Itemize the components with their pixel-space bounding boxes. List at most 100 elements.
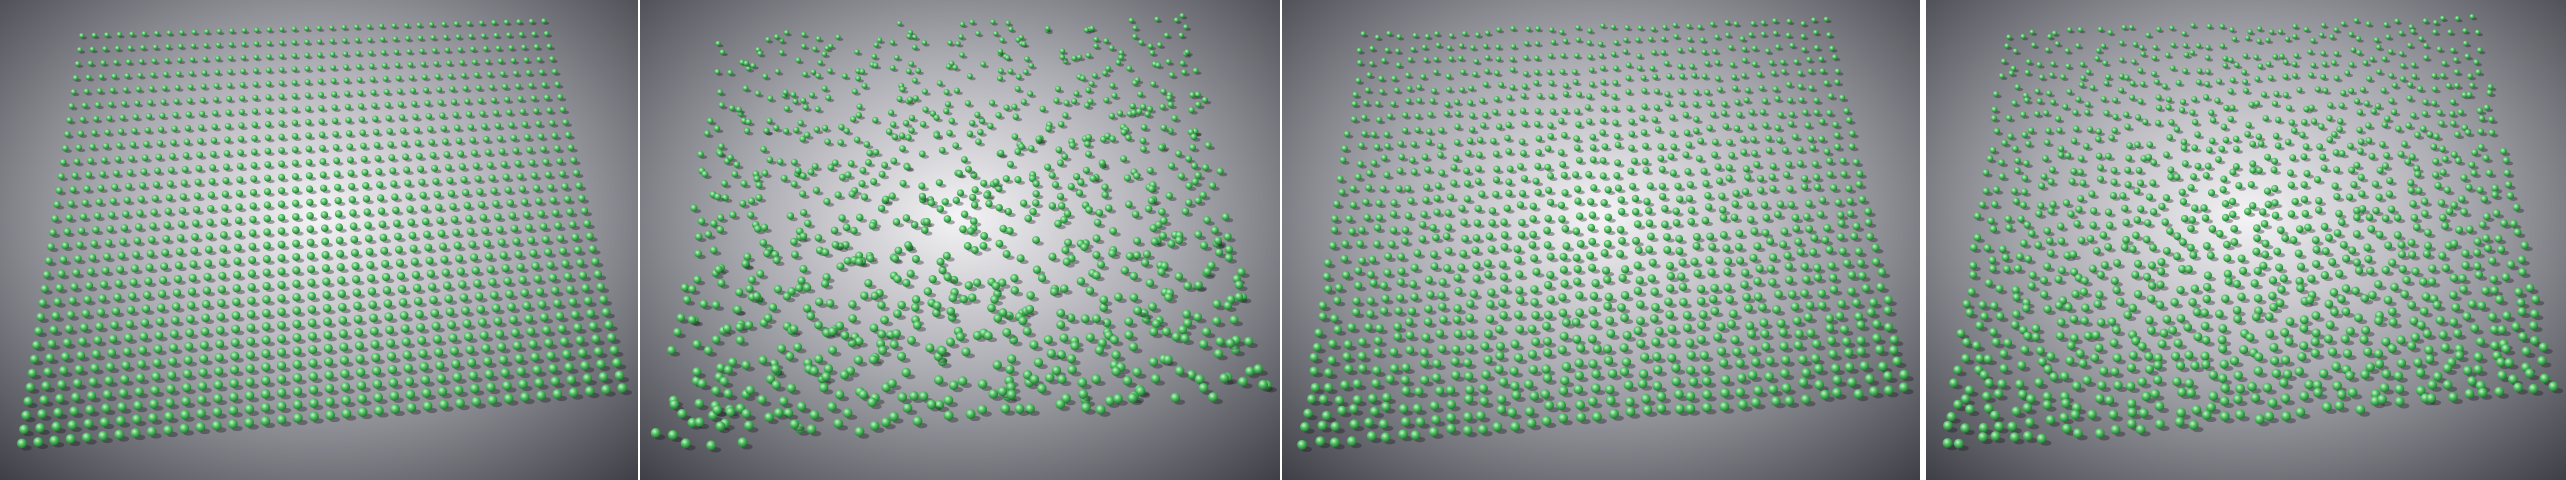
sphere: [985, 199, 993, 208]
sphere: [432, 334, 442, 344]
sphere: [1092, 271, 1101, 280]
sphere: [834, 191, 842, 199]
sphere: [1097, 338, 1107, 348]
sphere: [81, 199, 89, 207]
sphere: [848, 190, 856, 198]
sphere: [394, 62, 401, 68]
sphere: [47, 339, 57, 349]
sphere: [163, 221, 171, 229]
sphere: [278, 40, 285, 46]
sphere: [1600, 105, 1607, 112]
sphere: [482, 356, 493, 366]
sphere: [146, 249, 155, 258]
sphere: [172, 111, 179, 119]
sphere: [263, 228, 271, 236]
sphere: [418, 178, 426, 186]
sphere: [1562, 38, 1569, 44]
sphere: [381, 259, 390, 268]
sphere: [344, 103, 351, 110]
sphere: [1125, 200, 1133, 209]
sphere: [1743, 96, 1750, 104]
sphere: [486, 71, 493, 78]
sphere: [1243, 336, 1254, 347]
sphere: [980, 232, 989, 240]
sphere: [853, 136, 861, 144]
sphere: [1469, 44, 1476, 51]
sphere: [1520, 92, 1527, 99]
sphere: [447, 72, 454, 79]
sphere: [585, 232, 594, 241]
sphere: [496, 135, 504, 142]
sphere: [1165, 94, 1173, 102]
sphere: [1832, 121, 1839, 128]
sphere: [1484, 68, 1490, 75]
sphere: [194, 178, 202, 186]
sphere: [348, 182, 356, 191]
sphere: [1057, 120, 1065, 128]
sphere: [1132, 25, 1138, 31]
sphere: [716, 213, 725, 222]
sphere: [425, 256, 434, 265]
sphere: [247, 296, 256, 305]
sphere: [898, 132, 906, 139]
sphere: [1056, 320, 1066, 330]
sphere: [714, 193, 722, 201]
sphere: [1393, 87, 1400, 94]
sphere: [802, 304, 812, 313]
sphere: [1562, 90, 1569, 97]
sphere: [1055, 85, 1062, 92]
sphere: [1115, 59, 1122, 66]
sphere: [49, 325, 58, 335]
sphere: [727, 154, 734, 161]
sphere: [1506, 94, 1513, 101]
sphere: [277, 213, 286, 222]
sphere: [430, 34, 436, 41]
sphere: [337, 289, 346, 298]
sphere: [579, 360, 590, 371]
sphere: [765, 374, 776, 384]
sphere: [1015, 37, 1021, 43]
sphere: [1623, 37, 1629, 43]
sphere: [277, 200, 286, 208]
sphere: [518, 185, 526, 193]
sphere: [1194, 196, 1202, 205]
sphere: [1002, 250, 1011, 259]
sphere-lattice: [16, 18, 633, 451]
sphere: [1624, 24, 1630, 31]
sphere: [117, 401, 127, 412]
sphere: [1201, 96, 1209, 103]
sphere: [712, 404, 722, 415]
sphere: [1094, 345, 1104, 355]
sphere: [1010, 273, 1019, 283]
sphere: [1343, 130, 1351, 138]
sphere: [208, 177, 216, 185]
sphere: [1091, 72, 1098, 79]
sphere: [323, 317, 332, 326]
sphere: [468, 240, 477, 249]
sphere: [403, 166, 411, 174]
sphere: [554, 81, 561, 88]
sphere: [436, 86, 443, 93]
sphere: [1493, 70, 1500, 76]
sphere: [1104, 204, 1113, 212]
sphere: [223, 149, 231, 157]
sphere: [367, 50, 374, 56]
sphere: [265, 80, 272, 87]
sphere: [1140, 123, 1148, 131]
sphere: [90, 129, 98, 136]
sphere: [1085, 86, 1092, 93]
sphere: [1108, 45, 1115, 51]
sphere: [133, 236, 142, 245]
sphere: [138, 181, 147, 189]
sphere: [152, 358, 162, 368]
sphere: [1083, 27, 1090, 33]
sphere: [1468, 85, 1474, 92]
sphere: [1018, 316, 1028, 326]
sphere: [318, 118, 325, 125]
sphere: [1237, 376, 1248, 387]
sphere: [959, 294, 968, 304]
sphere: [35, 423, 45, 433]
sphere: [404, 179, 412, 187]
sphere: [426, 125, 434, 133]
sphere: [1768, 59, 1775, 66]
